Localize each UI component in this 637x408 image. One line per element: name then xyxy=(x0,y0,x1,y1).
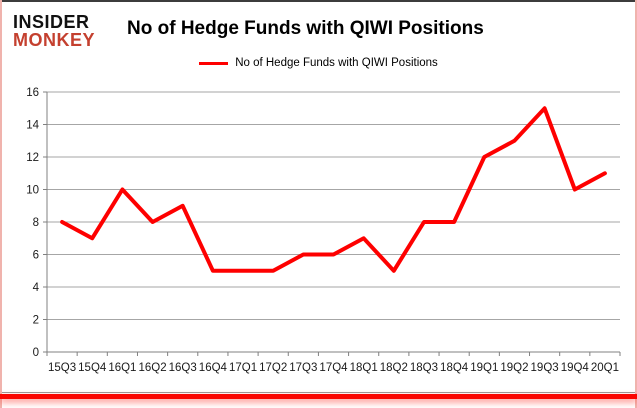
x-axis-label: 15Q4 xyxy=(78,362,107,374)
y-axis-label: 10 xyxy=(26,185,39,197)
insider-monkey-logo: INSIDER MONKEY xyxy=(13,13,95,50)
series-line xyxy=(60,106,607,273)
x-axis-label: 19Q4 xyxy=(561,362,590,374)
x-axis-label: 19Q3 xyxy=(531,362,559,374)
y-axis-label: 14 xyxy=(26,120,39,132)
logo-line-monkey: MONKEY xyxy=(13,30,96,50)
x-axis-label: 18Q2 xyxy=(380,362,408,374)
x-axis-label: 16Q1 xyxy=(108,362,136,374)
y-axis-label: 6 xyxy=(33,250,39,262)
y-axis-label: 2 xyxy=(33,315,39,327)
chart-title: No of Hedge Funds with QIWI Positions xyxy=(127,18,484,39)
x-axis-label: 18Q4 xyxy=(440,362,469,374)
legend-label: No of Hedge Funds with QIWI Positions xyxy=(235,57,438,69)
x-axis-label: 17Q2 xyxy=(259,362,287,374)
y-axis-label: 12 xyxy=(26,152,39,164)
x-axis-label: 19Q2 xyxy=(500,362,528,374)
chart-legend: No of Hedge Funds with QIWI Positions xyxy=(0,57,637,69)
x-axis-label: 17Q1 xyxy=(229,362,257,374)
legend-line-swatch xyxy=(199,61,229,65)
x-axis-label: 18Q1 xyxy=(350,362,378,374)
y-axis-label: 4 xyxy=(33,282,40,294)
x-axis-label: 17Q3 xyxy=(289,362,317,374)
y-axis-label: 0 xyxy=(33,347,39,359)
x-axis-label: 16Q2 xyxy=(138,362,166,374)
x-axis-label: 17Q4 xyxy=(319,362,348,374)
top-border-line xyxy=(0,0,637,2)
red-bottom-bar xyxy=(0,394,637,399)
chart-bottom-edge xyxy=(2,392,635,393)
x-axis-label: 15Q3 xyxy=(48,362,76,374)
x-axis-label: 16Q3 xyxy=(169,362,197,374)
x-axis-label: 18Q3 xyxy=(410,362,438,374)
y-axis-label: 16 xyxy=(26,87,39,99)
logo-line-insider: INSIDER xyxy=(13,12,90,32)
x-axis-label: 16Q4 xyxy=(199,362,228,374)
right-border-line xyxy=(635,0,637,408)
left-border-line xyxy=(0,0,2,408)
x-axis-label: 19Q1 xyxy=(470,362,498,374)
y-axis-label: 8 xyxy=(33,217,39,229)
x-axis-label: 20Q1 xyxy=(591,362,619,374)
